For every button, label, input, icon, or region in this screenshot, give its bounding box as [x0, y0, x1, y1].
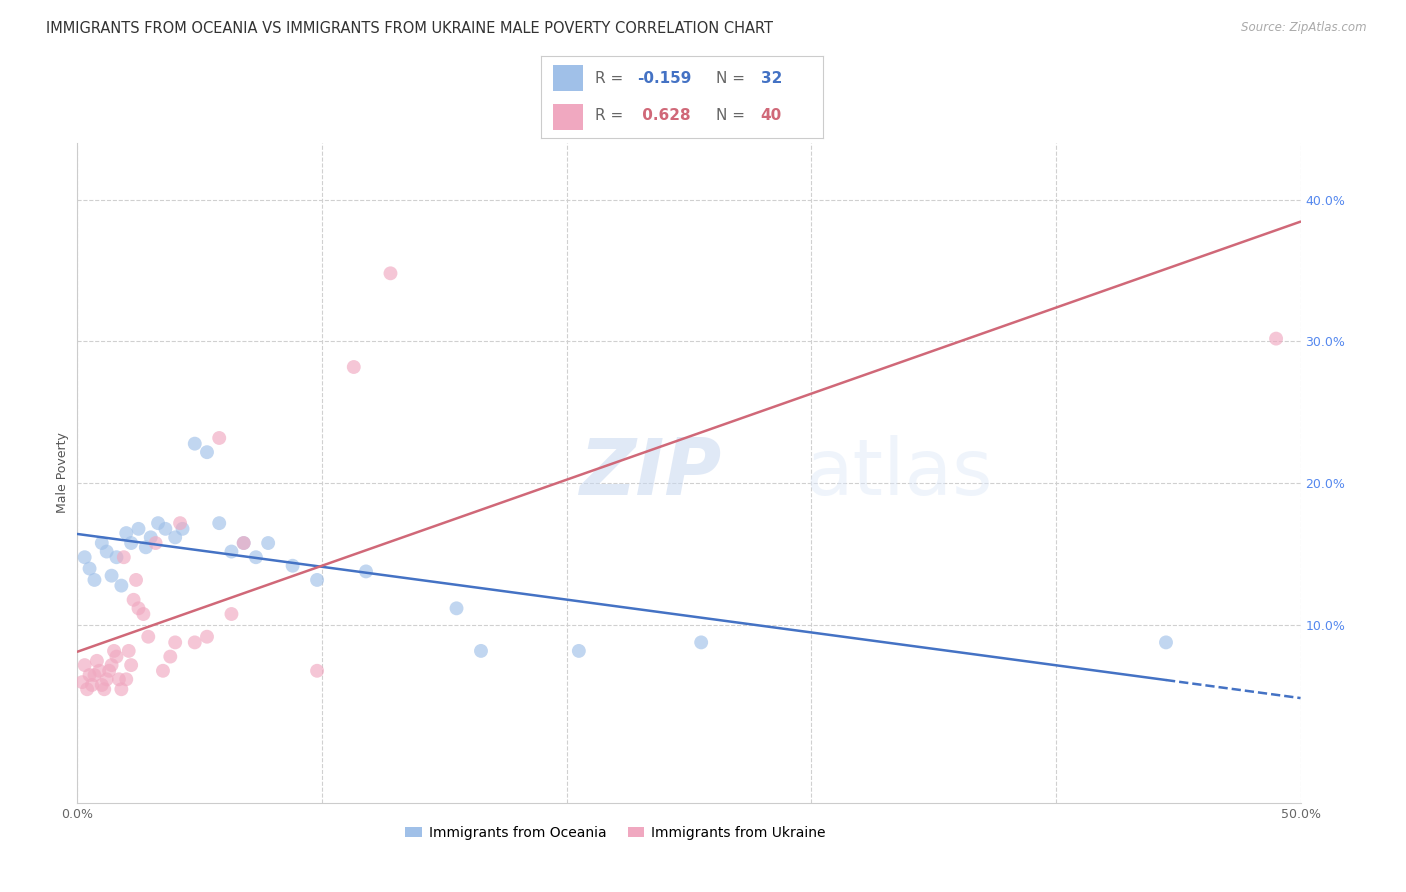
Point [136, 630, 159, 644]
Point [155, 522, 177, 536]
Point [281, 558, 304, 573]
Text: -0.159: -0.159 [637, 70, 692, 86]
Point [132, 607, 155, 621]
Point [232, 536, 254, 550]
Point [257, 536, 280, 550]
Point [307, 573, 329, 587]
Point [232, 536, 254, 550]
Point [89, 664, 111, 678]
Point [221, 607, 243, 621]
Point [118, 644, 141, 658]
Point [195, 445, 218, 459]
Point [103, 644, 125, 658]
Point [127, 601, 149, 615]
Point [1154, 635, 1177, 649]
Point [343, 359, 366, 374]
Text: 0.628: 0.628 [637, 108, 690, 123]
Point [690, 635, 713, 649]
Point [96, 544, 118, 558]
Point [165, 635, 187, 649]
Point [127, 522, 149, 536]
Point [172, 522, 194, 536]
Point [221, 544, 243, 558]
Legend: Immigrants from Oceania, Immigrants from Ukraine: Immigrants from Oceania, Immigrants from… [399, 821, 831, 846]
Text: N =: N = [716, 108, 745, 123]
Point [76, 682, 98, 697]
Point [184, 635, 207, 649]
FancyBboxPatch shape [553, 65, 583, 92]
Point [354, 565, 377, 579]
Point [184, 436, 207, 450]
Point [80, 678, 103, 692]
Point [110, 579, 132, 593]
Point [110, 682, 132, 697]
Point [380, 266, 402, 280]
Point [115, 526, 138, 541]
Point [100, 568, 122, 582]
FancyBboxPatch shape [553, 103, 583, 130]
Point [73, 550, 96, 565]
Point [79, 668, 101, 682]
Point [145, 536, 167, 550]
Point [105, 649, 128, 664]
Point [568, 644, 591, 658]
Point [446, 601, 468, 615]
Point [169, 516, 191, 530]
Point [115, 673, 138, 687]
Point [70, 675, 93, 690]
Point [105, 550, 128, 565]
Point [159, 649, 181, 664]
Point [208, 516, 231, 530]
Point [86, 654, 108, 668]
Point [96, 673, 118, 687]
Point [120, 658, 142, 673]
Text: Source: ZipAtlas.com: Source: ZipAtlas.com [1241, 21, 1367, 34]
Point [470, 644, 492, 658]
Point [1265, 332, 1288, 346]
Point [195, 630, 218, 644]
Point [146, 516, 169, 530]
Point [108, 673, 131, 687]
Point [73, 658, 96, 673]
Y-axis label: Male Poverty: Male Poverty [56, 433, 69, 513]
Point [83, 668, 105, 682]
Point [165, 530, 187, 544]
Point [112, 550, 135, 565]
Point [90, 536, 112, 550]
Text: N =: N = [716, 70, 745, 86]
Point [93, 682, 115, 697]
Point [122, 592, 145, 607]
Point [125, 573, 148, 587]
Point [100, 658, 122, 673]
Text: R =: R = [595, 108, 623, 123]
Point [152, 664, 174, 678]
Text: 40: 40 [761, 108, 782, 123]
Point [245, 550, 267, 565]
Text: 32: 32 [761, 70, 782, 86]
Text: IMMIGRANTS FROM OCEANIA VS IMMIGRANTS FROM UKRAINE MALE POVERTY CORRELATION CHAR: IMMIGRANTS FROM OCEANIA VS IMMIGRANTS FR… [46, 21, 773, 36]
Point [120, 536, 142, 550]
Text: atlas: atlas [806, 434, 993, 511]
Point [208, 431, 231, 445]
Point [307, 664, 329, 678]
Text: ZIP: ZIP [579, 434, 721, 511]
Point [79, 561, 101, 575]
Point [83, 573, 105, 587]
Point [98, 664, 121, 678]
Point [135, 541, 157, 555]
Text: R =: R = [595, 70, 623, 86]
Point [139, 530, 162, 544]
Point [90, 678, 112, 692]
